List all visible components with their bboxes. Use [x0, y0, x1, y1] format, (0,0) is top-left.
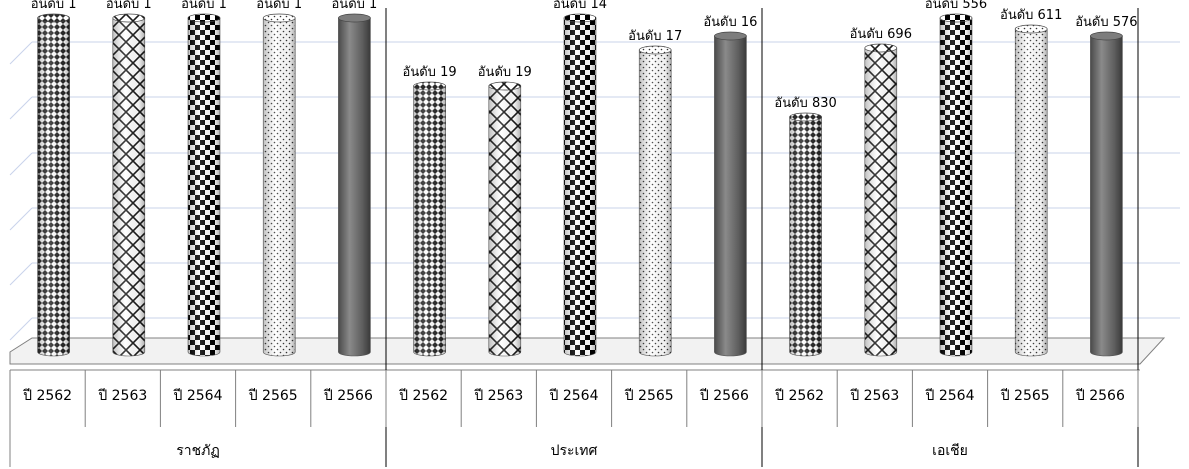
bar-shading [263, 18, 296, 356]
bar-top [563, 13, 597, 23]
x-tick-label: ปี 2563 [850, 388, 899, 404]
bar [638, 45, 672, 357]
data-label: อันดับ 830 [774, 96, 836, 111]
x-tick-label: ปี 2564 [549, 388, 599, 404]
data-label: อันดับ 17 [628, 29, 682, 44]
gridline-side [9, 96, 33, 120]
bar [789, 112, 822, 357]
x-tick-label: ปี 2565 [1000, 388, 1049, 404]
bar-top [413, 81, 446, 91]
bar [939, 13, 973, 357]
group-label: ราชภัฏ [176, 443, 220, 459]
x-tick-label: ปี 2566 [699, 388, 749, 404]
x-tick-label: ปี 2562 [775, 388, 824, 404]
gridline-side [9, 317, 33, 341]
data-label: อันดับ 611 [1000, 8, 1062, 23]
bar-shading [1015, 29, 1048, 356]
bar-shading [413, 86, 446, 356]
gridline-side [9, 207, 33, 231]
bar [413, 81, 446, 357]
bar-top [638, 45, 672, 55]
bar [112, 13, 146, 357]
data-label: อันดับ 19 [478, 65, 532, 80]
data-label: อันดับ 1 [181, 0, 227, 12]
bar-shading [112, 18, 145, 356]
x-tick-label: ปี 2562 [23, 388, 72, 404]
x-tick-label: ปี 2563 [474, 388, 523, 404]
x-tick-label: ปี 2565 [624, 388, 673, 404]
bar-top [1090, 31, 1123, 41]
data-label: อันดับ 14 [553, 0, 607, 12]
bar-shading [789, 117, 822, 356]
data-label: อันดับ 1 [256, 0, 302, 12]
data-label: อันดับ 1 [106, 0, 152, 12]
category-axis: ปี 2562 ปี 2563 ปี 2564 ปี 2565 ปี 2566 ราชภั… [9, 8, 1140, 467]
bar-top [187, 13, 221, 23]
gridline-side [9, 262, 33, 286]
bar [714, 31, 747, 357]
bar-body [338, 17, 371, 357]
data-label: อันดับ 576 [1075, 15, 1137, 30]
bar [488, 81, 522, 357]
bar-top [338, 13, 371, 23]
bar-top [1014, 24, 1048, 34]
bar-shading [188, 18, 220, 356]
bar [1090, 31, 1123, 357]
bar-shading [639, 50, 672, 356]
bar-shading [940, 18, 972, 356]
bar-body [714, 35, 747, 357]
bar [37, 13, 70, 357]
data-label: อันดับ 16 [703, 15, 757, 30]
data-label: อันดับ 556 [925, 0, 987, 12]
bar-top [37, 13, 70, 23]
x-tick-label: ปี 2562 [399, 388, 448, 404]
bar [262, 13, 296, 357]
bar-top [939, 13, 973, 23]
bar-body [1090, 35, 1123, 357]
bar [864, 43, 898, 357]
bar-shading [37, 18, 70, 356]
bar [563, 13, 597, 357]
x-tick-label: ปี 2565 [248, 388, 297, 404]
data-label: อันดับ 696 [850, 27, 912, 42]
gridline-side [9, 152, 33, 176]
x-tick-label: ปี 2563 [98, 388, 147, 404]
bar-top [488, 81, 522, 91]
gridline-side [9, 41, 33, 65]
gridlines [9, 41, 1180, 341]
group-label: เอเชีย [932, 443, 968, 459]
bar [338, 13, 371, 357]
bar-shading [488, 86, 521, 356]
bar-top [112, 13, 146, 23]
x-tick-label: ปี 2566 [1075, 388, 1125, 404]
x-tick-label: ปี 2566 [323, 388, 373, 404]
bar-top [262, 13, 296, 23]
bar-shading [864, 48, 897, 356]
bar [1014, 24, 1048, 357]
group-label: ประเทศ [551, 443, 598, 459]
bar-top [714, 31, 747, 41]
bars [37, 13, 1123, 357]
x-tick-label: ปี 2564 [925, 388, 975, 404]
data-label: อันดับ 19 [403, 65, 457, 80]
data-label: อันดับ 1 [332, 0, 378, 12]
bar-top [864, 43, 898, 53]
data-label: อันดับ 1 [31, 0, 77, 12]
bar [187, 13, 221, 357]
data-labels: อันดับ 1 อันดับ 1 อันดับ 1 อันดับ 1 อันดับ 1… [31, 0, 1138, 111]
bar-shading [564, 18, 596, 356]
x-tick-label: ปี 2564 [173, 388, 223, 404]
bar-top [789, 112, 822, 122]
